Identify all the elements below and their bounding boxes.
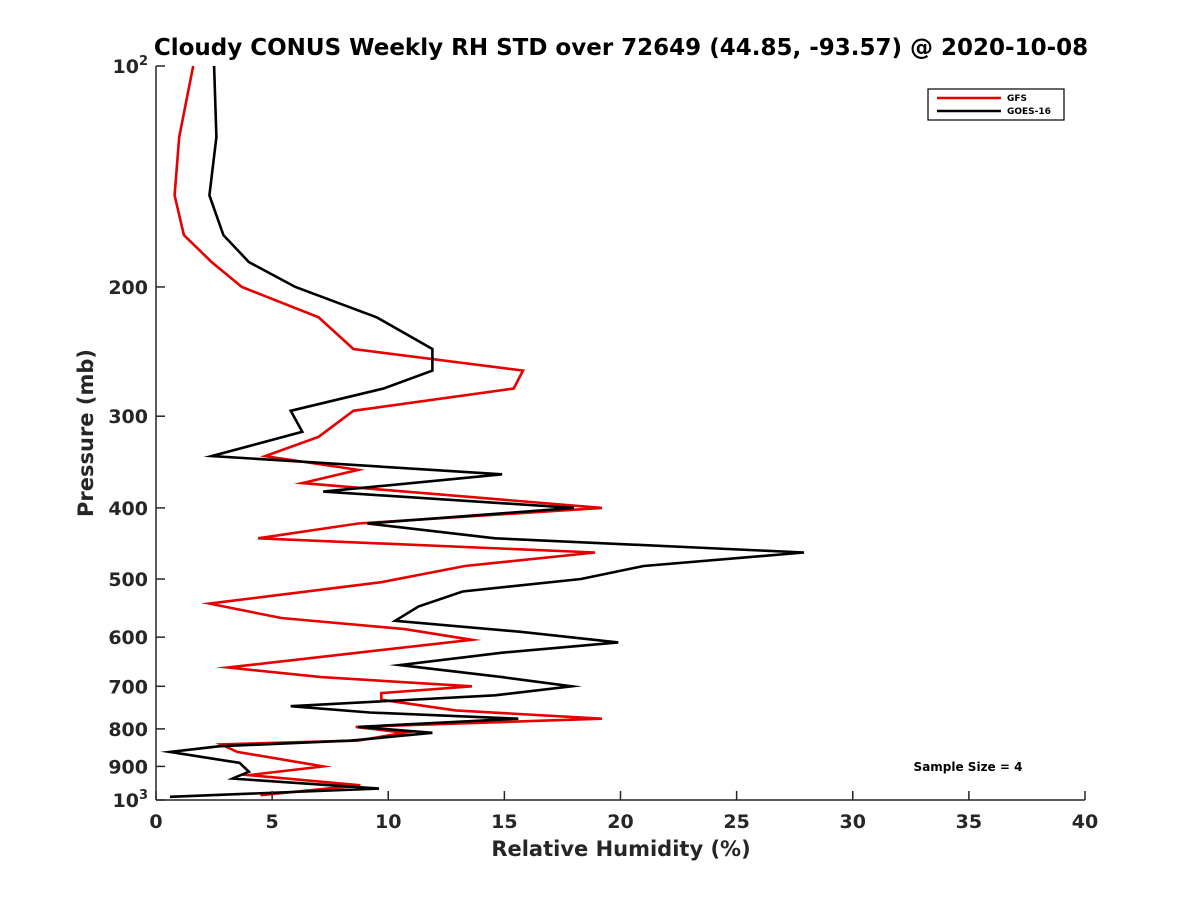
y-tick-label: 200	[108, 277, 148, 299]
legend-label-gfs: GFS	[1007, 94, 1027, 104]
sample-size-annotation: Sample Size = 4	[914, 760, 1023, 774]
y-tick-label: 103	[113, 788, 149, 812]
y-ticks: 102 200 300 400 500 600 700 800 900 103	[108, 54, 165, 812]
series-line-goes-16	[160, 65, 805, 799]
x-tick-label: 25	[723, 811, 749, 833]
x-tick-label: 30	[840, 811, 866, 833]
y-tick-label: 600	[108, 627, 148, 649]
series-line-gfs	[173, 65, 603, 797]
y-tick-label: 800	[108, 719, 148, 741]
x-tick-label: 0	[149, 811, 162, 833]
y-tick-label: 900	[108, 756, 148, 778]
y-tick-label: 500	[108, 569, 148, 591]
legend-box	[927, 88, 1065, 121]
x-tick-label: 10	[375, 811, 401, 833]
x-tick-label: 15	[491, 811, 517, 833]
x-tick-label: 35	[956, 811, 982, 833]
x-ticks: 0 5 10 15 20 25 30 35 40	[149, 791, 1098, 833]
y-tick-label: 300	[108, 406, 148, 428]
y-axis-label: Pressure (mb)	[74, 349, 98, 517]
y-tick-label: 400	[108, 498, 148, 520]
legend: GFS GOES-16	[927, 88, 1065, 121]
y-tick-label: 700	[108, 676, 148, 698]
plot-area	[160, 65, 805, 799]
x-tick-label: 20	[607, 811, 633, 833]
chart-title: Cloudy CONUS Weekly RH STD over 72649 (4…	[154, 35, 1088, 61]
x-tick-label: 40	[1072, 811, 1098, 833]
x-axis-label: Relative Humidity (%)	[491, 837, 750, 861]
x-tick-label: 5	[266, 811, 279, 833]
legend-label-goes16: GOES-16	[1007, 107, 1051, 117]
y-tick-label: 102	[113, 54, 149, 78]
